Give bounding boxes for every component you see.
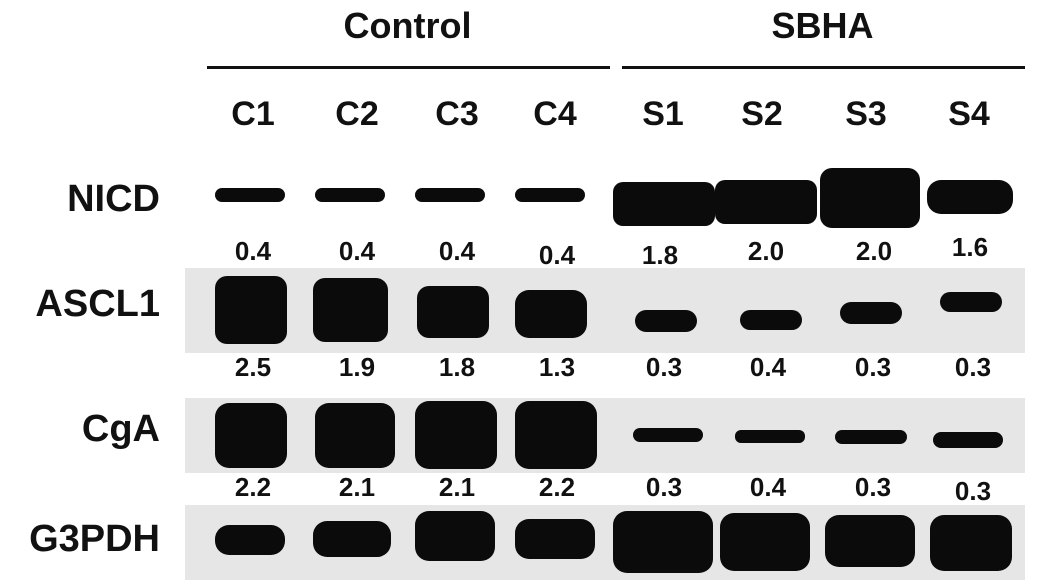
quant-cga-c4: 2.2 (538, 472, 576, 502)
blot-strip-ascl1 (185, 268, 1025, 353)
band-cga-c2 (315, 403, 395, 468)
band-cga-c4 (515, 401, 597, 469)
quant-nicd-s4: 1.6 (951, 232, 989, 262)
quant-cga-s3: 0.3 (854, 472, 892, 502)
band-nicd-c4 (515, 188, 585, 202)
band-cga-s4 (933, 432, 1003, 448)
group-line-control (207, 66, 610, 69)
quant-ascl1-s3: 0.3 (854, 352, 892, 382)
band-g3pdh-s1 (613, 511, 713, 573)
quant-nicd-s2: 2.0 (747, 236, 785, 266)
band-nicd-s4 (927, 180, 1013, 214)
row-label-cga: CgA (81, 408, 160, 450)
band-g3pdh-c2 (313, 521, 391, 557)
blot-strip-cga (185, 398, 1025, 473)
band-ascl1-s3 (840, 302, 902, 324)
band-nicd-c1 (215, 188, 285, 202)
quant-nicd-s3: 2.0 (855, 236, 893, 266)
band-ascl1-s4 (940, 292, 1002, 312)
band-ascl1-c4 (515, 290, 587, 338)
quant-nicd-s1: 1.8 (641, 240, 679, 270)
quant-ascl1-s1: 0.3 (645, 352, 683, 382)
quant-nicd-c2: 0.4 (338, 236, 376, 266)
band-ascl1-c1 (215, 276, 287, 344)
quant-ascl1-s2: 0.4 (749, 352, 787, 382)
quant-ascl1-c4: 1.3 (538, 352, 576, 382)
band-nicd-s2 (715, 180, 817, 224)
lane-label-s4: S4 (948, 95, 990, 133)
band-ascl1-c3 (417, 286, 489, 338)
row-label-ascl1: ASCL1 (35, 283, 160, 325)
band-g3pdh-s2 (720, 513, 810, 571)
group-title-sbha: SBHA (771, 5, 874, 46)
blot-strip-g3pdh (185, 505, 1025, 580)
lane-label-s3: S3 (845, 95, 887, 133)
band-cga-s1 (633, 428, 703, 442)
lane-label-s2: S2 (741, 95, 783, 133)
row-label-g3pdh: G3PDH (29, 518, 160, 560)
group-title-control: Control (343, 5, 472, 46)
band-nicd-s3 (820, 168, 920, 228)
quant-ascl1-c2: 1.9 (338, 352, 376, 382)
band-cga-s2 (735, 430, 805, 443)
quant-cga-s2: 0.4 (749, 472, 787, 502)
band-cga-c3 (415, 401, 497, 469)
group-line-sbha (622, 66, 1025, 69)
row-label-nicd: NICD (67, 178, 160, 220)
quant-nicd-c3: 0.4 (438, 236, 476, 266)
band-cga-s3 (835, 430, 907, 444)
lane-label-s1: S1 (642, 95, 684, 133)
quant-cga-c3: 2.1 (438, 472, 476, 502)
band-g3pdh-s3 (825, 515, 915, 567)
band-g3pdh-c3 (415, 511, 495, 561)
quant-cga-c2: 2.1 (338, 472, 376, 502)
band-g3pdh-c1 (215, 525, 285, 555)
lane-label-c3: C3 (435, 95, 479, 133)
lane-label-c1: C1 (231, 95, 275, 133)
quant-nicd-c4: 0.4 (538, 240, 576, 270)
band-nicd-c3 (415, 188, 485, 202)
quant-ascl1-s4: 0.3 (954, 352, 992, 382)
band-ascl1-c2 (313, 278, 388, 342)
blot-strip-nicd (185, 160, 1025, 235)
quant-ascl1-c1: 2.5 (234, 352, 272, 382)
band-ascl1-s1 (635, 310, 697, 332)
quant-cga-c1: 2.2 (234, 472, 272, 502)
band-cga-c1 (215, 403, 287, 468)
quant-nicd-c1: 0.4 (234, 236, 272, 266)
band-nicd-s1 (613, 182, 715, 226)
band-g3pdh-c4 (515, 519, 595, 559)
lane-label-c4: C4 (533, 95, 577, 133)
quant-cga-s1: 0.3 (645, 472, 683, 502)
band-ascl1-s2 (740, 310, 802, 330)
quant-ascl1-c3: 1.8 (438, 352, 476, 382)
lane-label-c2: C2 (335, 95, 379, 133)
quant-cga-s4: 0.3 (954, 476, 992, 506)
band-nicd-c2 (315, 188, 385, 202)
band-g3pdh-s4 (930, 515, 1012, 571)
